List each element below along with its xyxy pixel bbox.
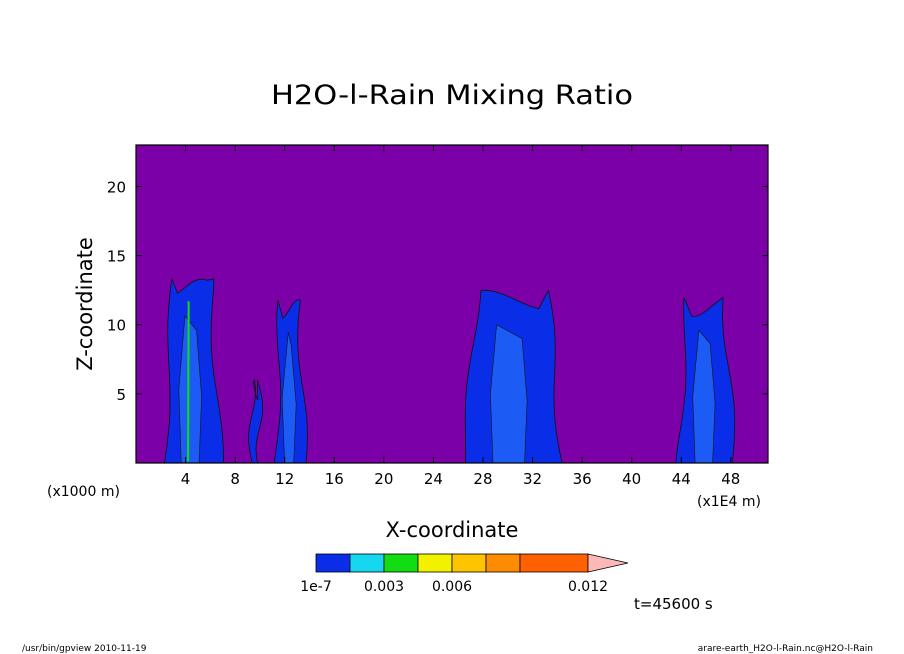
colorbar-segment [383, 553, 419, 573]
colorbar-label: 1e-7 [300, 579, 331, 595]
plot-area [136, 145, 768, 463]
rain-streak [187, 301, 190, 462]
x-tick-label: 36 [573, 470, 592, 488]
chart-title: H2O-l-Rain Mixing Ratio [271, 80, 633, 111]
colorbar-label: 0.012 [568, 579, 608, 595]
colorbar-segment [451, 553, 487, 573]
colorbar-label: 0.006 [432, 579, 472, 595]
y-axis-label: Z-coordinate [73, 237, 97, 371]
y-tick-label: 15 [107, 248, 126, 266]
x-tick-label: 16 [325, 470, 344, 488]
x-tick-label: 48 [721, 470, 740, 488]
x-tick-label: 32 [523, 470, 542, 488]
x-tick-label: 44 [672, 470, 691, 488]
x-tick-label: 20 [374, 470, 393, 488]
colorbar-segment [519, 553, 589, 573]
time-label: t=45600 s [634, 595, 713, 613]
y-axis-ticks: 5 10 15 20 [107, 178, 768, 404]
x-tick-label: 12 [275, 470, 294, 488]
x-tick-label: 24 [424, 470, 443, 488]
rain-cell-core [490, 324, 528, 464]
rain-cell [248, 378, 264, 464]
x-tick-label: 8 [230, 470, 240, 488]
x-axis-ticks: 4 8 12 16 20 24 28 32 36 40 44 48 [181, 145, 740, 488]
x-scale-right: (x1E4 m) [697, 494, 761, 510]
colorbar-extension [587, 553, 629, 573]
x-tick-label: 28 [473, 470, 492, 488]
colorbar-segment [349, 553, 385, 573]
colorbar-labels: 1e-7 0.003 0.006 0.012 [300, 579, 608, 595]
footer-right: arare-earth_H2O-l-Rain.nc@H2O-l-Rain [698, 644, 873, 654]
colorbar-segment [485, 553, 521, 573]
colorbar-segment [417, 553, 453, 573]
x-tick-label: 40 [622, 470, 641, 488]
x-scale-left: (x1000 m) [47, 484, 120, 500]
colorbar-label: 0.003 [364, 579, 404, 595]
colorbar-segment [315, 553, 351, 573]
y-tick-label: 5 [116, 386, 126, 404]
y-tick-label: 20 [107, 178, 126, 196]
colorbar [315, 553, 629, 573]
x-tick-label: 4 [181, 470, 191, 488]
footer-left: /usr/bin/gpview 2010-11-19 [22, 644, 147, 654]
x-axis-label: X-coordinate [386, 518, 519, 542]
y-tick-label: 10 [107, 317, 126, 335]
plot-frame [135, 144, 769, 464]
